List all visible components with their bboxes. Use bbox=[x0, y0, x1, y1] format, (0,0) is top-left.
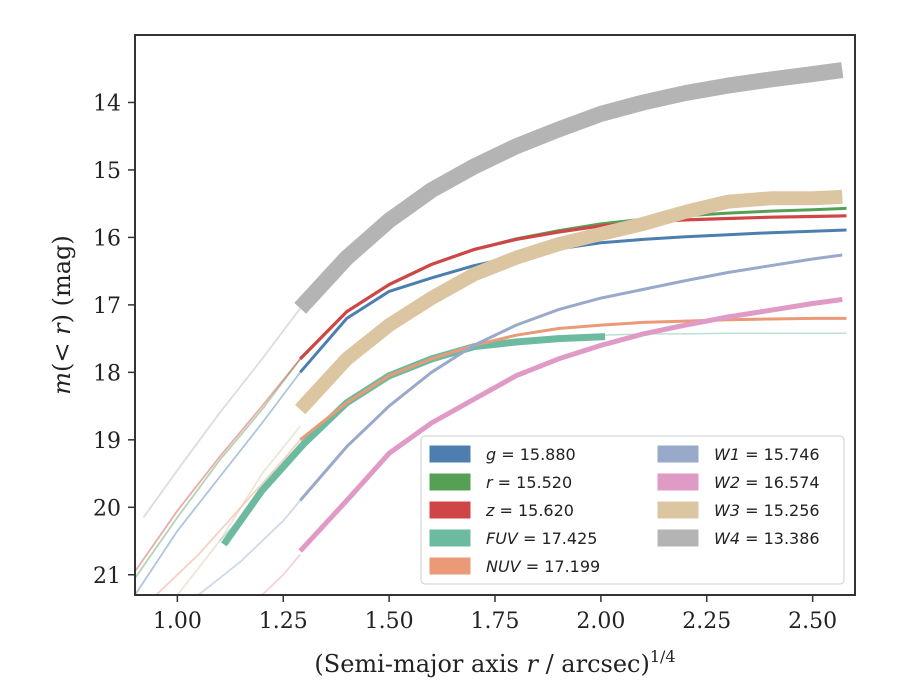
series-layer bbox=[135, 62, 847, 595]
legend-swatch-z bbox=[429, 501, 471, 519]
legend-swatch-r bbox=[429, 473, 471, 491]
legend-label-w4: W4 = 13.386 bbox=[714, 529, 820, 548]
series-w3-extrapolated-line bbox=[176, 425, 301, 595]
legend-swatch-nuv bbox=[429, 557, 471, 575]
legend-label-r: r = 15.520 bbox=[486, 473, 572, 492]
series-w2-line bbox=[298, 297, 843, 553]
y-tick-label: 17 bbox=[93, 294, 121, 319]
y-tick-label: 21 bbox=[93, 564, 121, 589]
y-tick-label: 19 bbox=[93, 429, 121, 454]
legend-label-g: g = 15.880 bbox=[486, 445, 576, 464]
legend-swatch-w4 bbox=[657, 529, 699, 547]
legend-swatch-g bbox=[429, 445, 471, 463]
y-tick-label: 18 bbox=[93, 361, 121, 386]
legend: g = 15.880 r = 15.520 z = 15.620 FUV = 17.4… bbox=[420, 435, 845, 585]
y-axis-label: m(< r) (mag) bbox=[48, 235, 76, 395]
series-r-extrapolated-line bbox=[135, 358, 301, 579]
series-z-extrapolated-line bbox=[135, 358, 301, 572]
series-w3-line bbox=[295, 189, 843, 415]
x-tick-label: 1.50 bbox=[365, 609, 414, 634]
series-w1-extrapolated-line bbox=[197, 499, 301, 595]
y-tick-label: 20 bbox=[93, 496, 121, 521]
legend-label-w3: W3 = 15.256 bbox=[714, 501, 820, 520]
x-tick-label: 2.50 bbox=[788, 609, 837, 634]
legend-swatch-w2 bbox=[657, 473, 699, 491]
series-w2-extrapolated-line bbox=[261, 553, 301, 595]
legend-swatch-w1 bbox=[657, 445, 699, 463]
y-tick-label: 16 bbox=[93, 226, 121, 251]
legend-label-nuv: NUV = 17.199 bbox=[486, 557, 600, 576]
legend-label-fuv: FUV = 17.425 bbox=[486, 529, 597, 548]
series-w4-extrapolated-line bbox=[142, 307, 301, 518]
legend-swatch-w3 bbox=[657, 501, 699, 519]
series-w1-line bbox=[299, 253, 843, 502]
series-nuv-line bbox=[299, 316, 847, 441]
x-axis: 1.00 1.25 1.50 1.75 2.00 2.25 2.50 bbox=[153, 595, 837, 634]
y-tick-label: 15 bbox=[93, 159, 121, 184]
x-tick-label: 2.25 bbox=[682, 609, 731, 634]
series-nuv-extrapolated-line bbox=[155, 439, 301, 595]
series-w4-line bbox=[294, 62, 844, 314]
x-axis-label: (Semi-major axis r / arcsec)1/4 bbox=[314, 647, 675, 678]
series-z-line bbox=[299, 214, 847, 361]
series-g-extrapolated-line bbox=[135, 371, 301, 595]
x-tick-label: 1.25 bbox=[259, 609, 308, 634]
x-tick-label: 1.75 bbox=[471, 609, 520, 634]
legend-label-z: z = 15.620 bbox=[485, 501, 574, 520]
x-tick-label: 2.00 bbox=[576, 609, 625, 634]
legend-swatch-fuv bbox=[429, 529, 471, 547]
legend-label-w2: W2 = 16.574 bbox=[714, 473, 820, 492]
legend-label-w1: W1 = 15.746 bbox=[714, 445, 820, 464]
legend-box bbox=[420, 435, 845, 585]
y-axis: 14 15 16 17 18 19 20 21 bbox=[93, 91, 135, 589]
y-tick-label: 14 bbox=[93, 91, 121, 116]
x-tick-label: 1.00 bbox=[153, 609, 202, 634]
